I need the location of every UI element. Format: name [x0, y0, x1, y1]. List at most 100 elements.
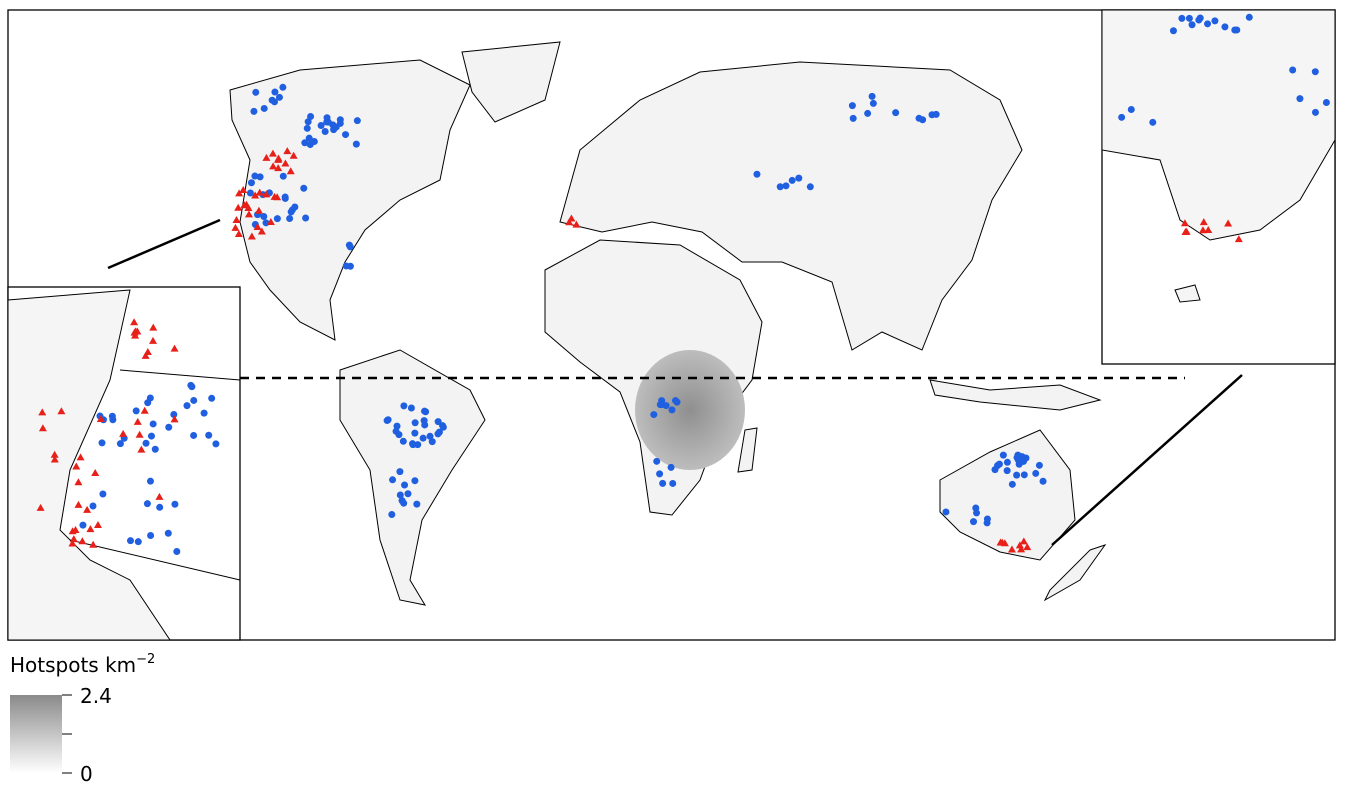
indonesia	[929, 379, 1102, 411]
hotspot-triangle	[1204, 226, 1213, 234]
hotspot-dot	[323, 114, 331, 122]
hotspot-triangle	[68, 539, 77, 547]
hotspot-dot	[146, 477, 154, 485]
world-map	[229, 41, 1107, 606]
hotspot-dot	[144, 399, 152, 407]
hotspot-markers	[36, 13, 1330, 555]
hotspot-dot	[400, 499, 408, 507]
hotspot-triangle	[140, 406, 149, 414]
greenland	[461, 41, 561, 123]
hotspot-dot	[864, 109, 872, 117]
hotspot-dot	[1014, 451, 1022, 459]
hotspot-triangle	[262, 153, 271, 161]
hotspot-triangle	[74, 478, 83, 486]
hotspot-dot	[932, 110, 940, 118]
hotspot-triangle	[244, 203, 253, 211]
hotspot-dot	[388, 510, 396, 518]
colorbar	[10, 695, 62, 773]
hotspot-dot	[919, 116, 927, 124]
hotspot-triangle	[235, 189, 244, 197]
hotspot-dot	[321, 128, 329, 136]
hotspot-dot	[346, 243, 354, 251]
hotspot-triangle	[119, 429, 128, 437]
hotspot-dot	[1311, 68, 1319, 76]
hotspot-dot	[273, 215, 281, 223]
hotspot-dot	[991, 466, 999, 474]
hotspot-dot	[400, 402, 408, 410]
hotspot-dot	[342, 262, 350, 270]
hotspot-dot	[353, 117, 361, 125]
hotspot-dot	[970, 518, 978, 526]
hotspot-dot	[156, 503, 164, 511]
hotspot-dot	[279, 172, 287, 180]
hotspot-dot	[256, 173, 264, 181]
hotspot-dot	[396, 468, 404, 476]
hotspot-dot	[1204, 20, 1212, 28]
hotspot-triangle	[1019, 537, 1028, 545]
hotspot-dot	[668, 406, 676, 414]
hotspot-dot	[1035, 461, 1043, 469]
hotspot-triangle	[1023, 543, 1032, 551]
hotspot-dot	[662, 402, 670, 410]
hotspot-dot	[147, 531, 155, 539]
hotspot-dot	[407, 404, 415, 412]
hotspot-triangle	[57, 407, 66, 415]
hotspot-triangle	[255, 188, 264, 196]
hotspot-dot	[250, 107, 258, 115]
hotspot-dot	[127, 537, 135, 545]
hotspot-dot	[1178, 14, 1186, 22]
hotspot-dot	[317, 122, 325, 130]
hotspot-triangle	[91, 469, 100, 477]
hotspot-dot	[307, 113, 315, 121]
hotspot-dot	[1149, 118, 1157, 126]
hotspot-triangle	[93, 521, 102, 529]
hotspot-dot	[395, 431, 403, 439]
inset-connector	[1051, 374, 1243, 546]
north-america	[229, 59, 471, 341]
hotspot-dot	[98, 439, 106, 447]
hotspot-dot	[669, 479, 677, 487]
hotspot-dot	[279, 83, 287, 91]
hotspot-triangle	[567, 214, 576, 222]
hotspot-dot	[251, 172, 259, 180]
hotspot-triangle	[74, 500, 83, 508]
hotspot-triangle	[1234, 235, 1243, 243]
hotspot-dot	[352, 140, 360, 148]
hotspot-dot	[108, 412, 116, 420]
legend-title-text: Hotspots km	[10, 653, 136, 677]
hotspot-dot	[892, 109, 900, 117]
hotspot-triangle	[998, 538, 1007, 546]
madagascar	[737, 427, 758, 473]
hotspot-triangle	[83, 505, 92, 513]
hotspot-dot	[1008, 480, 1016, 488]
hotspot-dot	[1022, 454, 1030, 462]
hotspot-triangle	[251, 191, 260, 199]
hotspot-triangle	[270, 192, 279, 200]
hotspot-dot	[999, 451, 1007, 459]
hotspot-triangle	[131, 327, 140, 335]
hotspot-dot	[275, 93, 283, 101]
hotspot-dot	[89, 502, 97, 510]
hotspot-triangle	[247, 232, 256, 240]
hotspot-dot	[1289, 66, 1297, 74]
hotspot-triangle	[155, 492, 164, 500]
hotspot-triangle	[572, 220, 581, 228]
hotspot-dot	[434, 430, 442, 438]
hotspot-triangle	[143, 347, 152, 355]
africa-density	[635, 350, 745, 470]
hotspot-triangle	[286, 167, 295, 175]
hotspot-triangle	[89, 540, 98, 548]
hotspot-dot	[411, 419, 419, 427]
hotspot-dot	[973, 509, 981, 517]
hotspot-dot	[200, 409, 208, 417]
hotspot-dot	[396, 491, 404, 499]
hotspot-dot	[190, 431, 198, 439]
hotspot-dot	[1003, 467, 1011, 475]
hotspot-dot	[1188, 21, 1196, 29]
hotspot-dot	[132, 407, 140, 415]
hotspot-dot	[1118, 113, 1126, 121]
hotspot-triangle	[269, 162, 278, 170]
hotspot-dot	[419, 434, 427, 442]
